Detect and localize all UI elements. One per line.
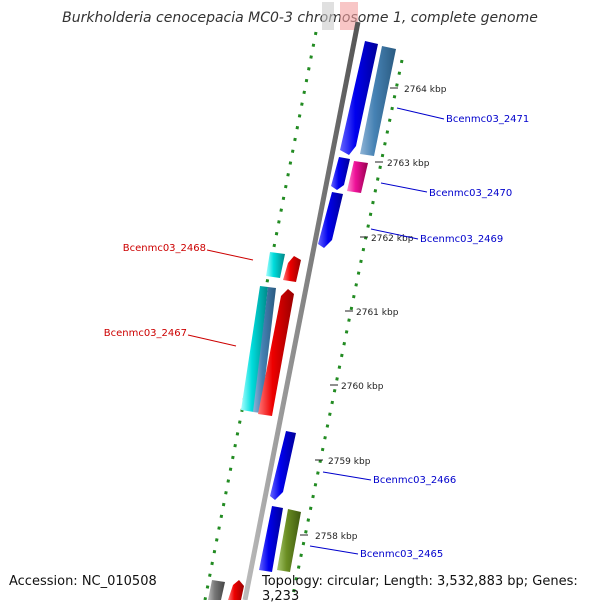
leader-line-bcenmc03-2465 bbox=[309, 545, 359, 555]
gene-cds-bcenmc03-2467-steel[interactable] bbox=[253, 287, 276, 413]
tick-label: 2758 kbp bbox=[315, 532, 358, 542]
gene-cds-bcenmc03-2469[interactable] bbox=[318, 192, 343, 248]
gene-label-bcenmc03-2466[interactable]: Bcenmc03_2466 bbox=[373, 475, 456, 486]
faded-top-feature bbox=[340, 2, 358, 30]
faded-top-feature-gray bbox=[322, 2, 334, 30]
gene-label-bcenmc03-2465[interactable]: Bcenmc03_2465 bbox=[360, 549, 443, 560]
gene-cds-bcenmc03-2470-magenta[interactable] bbox=[347, 161, 368, 193]
chromosome-backbone bbox=[242, 21, 361, 600]
leader-line-bcenmc03-2466 bbox=[322, 471, 372, 481]
gene-cds-bcenmc03-2471-steel[interactable] bbox=[360, 46, 396, 156]
gene-cds-bcenmc03-2465-olive[interactable] bbox=[277, 509, 301, 572]
leader-line-bcenmc03-2469 bbox=[370, 228, 419, 240]
tick-label: 2761 kbp bbox=[356, 308, 399, 318]
gene-cds-bottom-red[interactable] bbox=[228, 580, 244, 600]
gene-cds-bcenmc03-2467-cyan[interactable] bbox=[241, 286, 268, 412]
gene-cds-bcenmc03-2470[interactable] bbox=[331, 157, 350, 190]
gene-label-bcenmc03-2467[interactable]: Bcenmc03_2467 bbox=[104, 328, 187, 339]
gene-label-bcenmc03-2468[interactable]: Bcenmc03_2468 bbox=[123, 243, 206, 254]
gene-cds-bcenmc03-2471[interactable] bbox=[340, 41, 378, 155]
leader-line-bcenmc03-2467 bbox=[187, 334, 237, 347]
tick-label: 2764 kbp bbox=[404, 85, 447, 95]
gene-cds-bottom-gray[interactable] bbox=[208, 580, 225, 600]
leader-line-bcenmc03-2468 bbox=[206, 249, 254, 261]
map-title: Burkholderia cenocepacia MC0-3 chromosom… bbox=[62, 10, 538, 26]
leader-line-bcenmc03-2470 bbox=[380, 182, 428, 193]
gene-label-bcenmc03-2471[interactable]: Bcenmc03_2471 bbox=[446, 114, 529, 125]
tick-label: 2762 kbp bbox=[371, 234, 414, 244]
gene-cds-bcenmc03-2468-red[interactable] bbox=[283, 256, 301, 282]
gene-label-bcenmc03-2469[interactable]: Bcenmc03_2469 bbox=[420, 234, 503, 245]
gene-cds-bcenmc03-2465[interactable] bbox=[259, 506, 283, 572]
gene-label-bcenmc03-2470[interactable]: Bcenmc03_2470 bbox=[429, 188, 512, 199]
tick-label: 2763 kbp bbox=[387, 159, 430, 169]
gene-cds-bcenmc03-2466[interactable] bbox=[270, 431, 296, 500]
accession-text: Accession: NC_010508 bbox=[9, 574, 157, 589]
gene-cds-bcenmc03-2467[interactable] bbox=[258, 289, 294, 416]
tick-label: 2760 kbp bbox=[341, 382, 384, 392]
tick-label: 2759 kbp bbox=[328, 457, 371, 467]
gene-cds-bcenmc03-2468[interactable] bbox=[266, 252, 285, 278]
leader-line-bcenmc03-2471 bbox=[396, 107, 445, 120]
